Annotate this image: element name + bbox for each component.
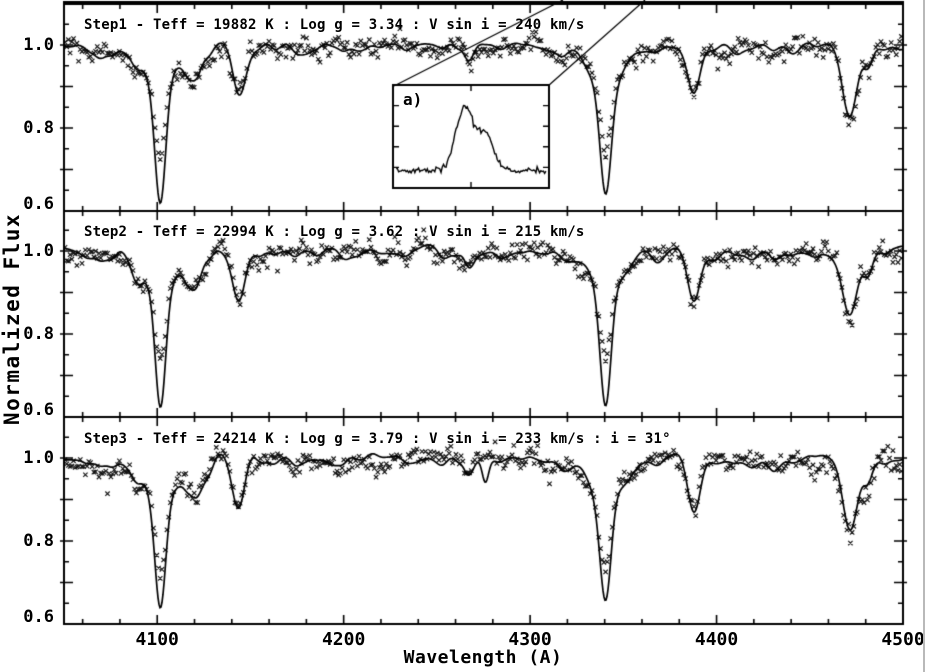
y-tick-label: 1.0: [23, 241, 54, 261]
y-tick-label: 1.0: [23, 448, 54, 468]
y-tick-label: 0.6: [23, 400, 54, 420]
y-tick-label: 0.8: [23, 531, 54, 551]
x-tick-label: 4300: [508, 629, 552, 650]
panel3-title: Step3 - Teff = 24214 K : Log g = 3.79 : …: [84, 431, 671, 447]
panel2-title: Step2 - Teff = 22994 K : Log g = 3.62 : …: [84, 224, 585, 240]
inset-label: a): [403, 90, 423, 109]
x-tick-label: 4100: [135, 629, 179, 650]
y-tick-label: 0.6: [23, 194, 54, 214]
x-tick-label: 4500: [881, 629, 925, 650]
y-tick-label: 0.8: [23, 118, 54, 138]
x-axis-title: Wavelength (A): [403, 647, 563, 668]
panel1-title: Step1 - Teff = 19882 K : Log g = 3.34 : …: [84, 17, 585, 33]
y-tick-label: 0.6: [23, 607, 54, 627]
y-tick-label: 0.8: [23, 324, 54, 344]
screenshot-right-edge: [923, 0, 925, 672]
x-tick-label: 4400: [694, 629, 739, 650]
y-tick-label: 1.0: [23, 35, 54, 55]
x-tick-label: 4200: [321, 629, 366, 650]
